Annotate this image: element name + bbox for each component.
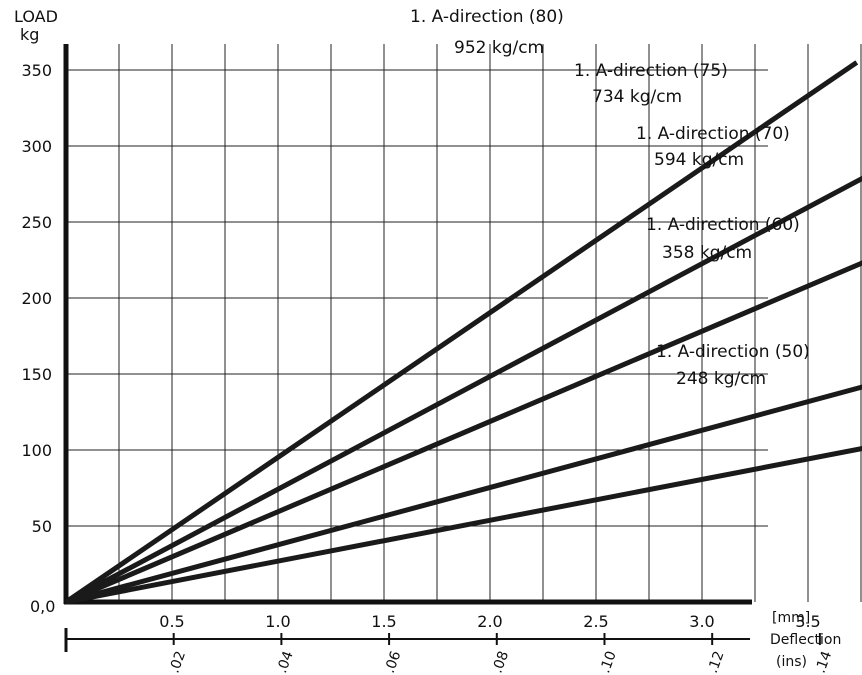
series-line — [65, 446, 862, 605]
series-line — [64, 60, 859, 605]
x-tick-label-in: .08 — [490, 649, 513, 675]
x-tick-label-in: .12 — [705, 649, 728, 675]
x-tick-label-in: .14 — [813, 649, 836, 675]
x-tick-label-in: .06 — [382, 649, 405, 675]
x-axis-unit-in: (ins) — [776, 654, 807, 670]
tick-labels: 50 100 150 200 250 300 350 0.5 1.0 1.5 2.0 2.5 3.0 3.… — [21, 61, 836, 675]
axes — [63, 44, 821, 652]
series-lines — [64, 60, 862, 605]
series-line — [64, 175, 862, 605]
series-rate-label: 248 kg/cm — [676, 369, 766, 389]
x-tick-label-mm: 1.0 — [265, 612, 290, 631]
y-tick-label: 300 — [21, 137, 52, 156]
series-labels: 1. A-direction (80) 952 kg/cm 1. A-directi… — [410, 7, 810, 389]
series-line — [65, 384, 862, 605]
series-rate-label: 734 kg/cm — [592, 87, 682, 107]
series-name-label: 1. A-direction (80) — [410, 7, 564, 27]
grid — [66, 44, 862, 602]
x-tick-label-in: .02 — [166, 649, 189, 675]
y-tick-label: 100 — [21, 441, 52, 460]
series-line — [65, 260, 862, 605]
x-tick-label-mm: 0.5 — [159, 612, 184, 631]
x-tick-label-mm: 3.5 — [795, 612, 820, 631]
series-name-label: 1. A-direction (75) — [574, 61, 728, 81]
y-axis-unit: kg — [20, 25, 39, 44]
series-rate-label: 952 kg/cm — [454, 38, 544, 58]
x-axis-title: Deflection — [770, 632, 841, 648]
x-tick-label-mm: 2.5 — [583, 612, 608, 631]
series-name-label: 1. A-direction (50) — [656, 342, 810, 362]
x-tick-label-in: .10 — [597, 649, 620, 675]
y-tick-label: 350 — [21, 61, 52, 80]
series-rate-label: 358 kg/cm — [662, 243, 752, 263]
origin-label: 0,0 — [30, 597, 55, 616]
series-name-label: 1. A-direction (60) — [646, 215, 800, 235]
series-name-label: 1. A-direction (70) — [636, 124, 790, 144]
y-tick-label: 150 — [21, 365, 52, 384]
y-tick-label: 200 — [21, 289, 52, 308]
labels: LOAD kg 0,0 [mm] Deflection (ins) — [14, 7, 841, 670]
x-tick-label-mm: 3.0 — [689, 612, 714, 631]
series-rate-label: 594 kg/cm — [654, 150, 744, 170]
y-tick-label: 50 — [32, 517, 52, 536]
x-tick-label-in: .04 — [274, 649, 297, 675]
x-tick-label-mm: 1.5 — [371, 612, 396, 631]
y-axis-title: LOAD — [14, 7, 58, 26]
x-axis-unit-mm: [mm] — [772, 610, 810, 626]
y-tick-label: 250 — [21, 213, 52, 232]
x-tick-label-mm: 2.0 — [477, 612, 502, 631]
